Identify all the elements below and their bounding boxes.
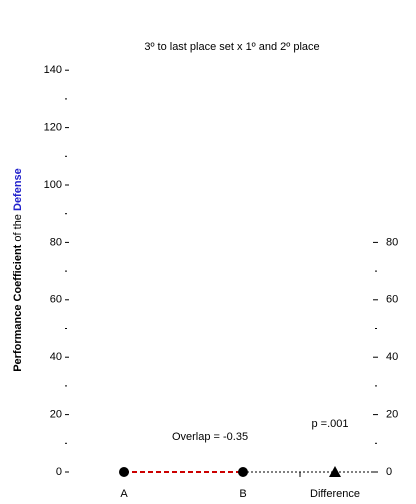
y-axis-label: Performance Coefficient of the Defense: [12, 168, 24, 372]
y-tick-label: 140: [44, 64, 62, 76]
difference-point: [329, 466, 341, 477]
y-label-part: Defense: [12, 168, 24, 211]
x-tick-label: Difference: [310, 488, 360, 500]
y-tick-label: 120: [44, 122, 62, 134]
mean-point: [119, 467, 129, 477]
y-label-part: of the: [12, 214, 24, 242]
y2-tick-label: 0: [386, 466, 392, 478]
x-tick-label: A: [120, 488, 128, 500]
mean-point: [238, 467, 248, 477]
p-annotation: p =.001: [311, 418, 348, 430]
y-tick-label: 0: [56, 466, 62, 478]
x-tick-label: B: [239, 488, 246, 500]
overlap-annotation: Overlap = -0.35: [172, 431, 248, 443]
y-tick-label: 40: [50, 351, 62, 363]
y-tick-label: 60: [50, 294, 62, 306]
y-label-part: Performance Coefficient: [12, 244, 24, 371]
y2-tick-label: 60: [386, 294, 398, 306]
chart-title: 3º to last place set x 1º and 2º place: [144, 41, 319, 53]
y-tick-label: 100: [44, 179, 62, 191]
y-tick-label: 20: [50, 409, 62, 421]
y2-tick-label: 20: [386, 409, 398, 421]
y-tick-label: 80: [50, 236, 62, 248]
y2-tick-label: 40: [386, 351, 398, 363]
y2-tick-label: 80: [386, 236, 398, 248]
